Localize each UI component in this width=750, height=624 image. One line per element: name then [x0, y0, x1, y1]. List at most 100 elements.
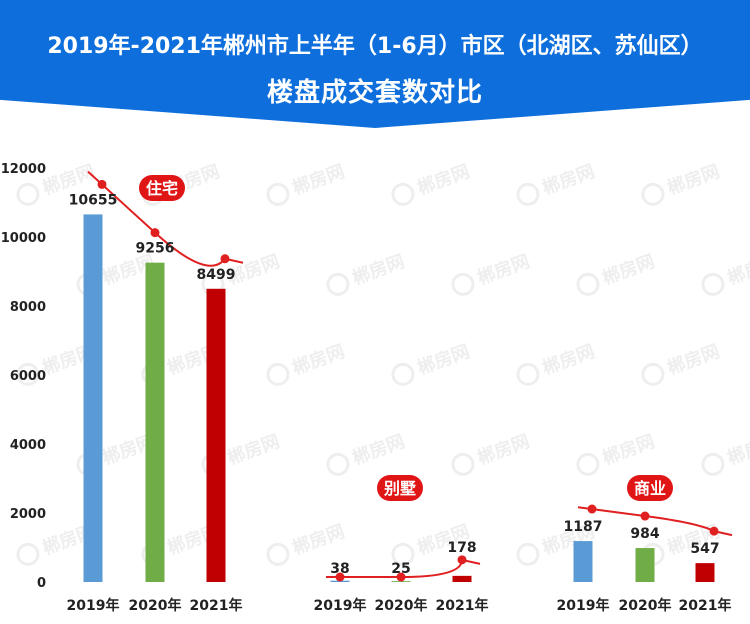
watermark-text: 郴房网 [599, 250, 657, 289]
watermark-text: 郴房网 [349, 430, 407, 469]
data-label-1-1: 25 [391, 561, 410, 577]
trend-marker-0-2 [220, 254, 230, 264]
watermark-15: 郴房网 [391, 340, 472, 386]
label-layer: 2019年 2020年 2021年 10655 9256 8499 住宅 2019年 2020年… [67, 175, 732, 614]
watermark-text: 郴房网 [349, 250, 407, 289]
group-tag-bg-2 [627, 475, 673, 501]
watermark-2: 郴房网 [266, 160, 347, 206]
bar-0-2 [206, 288, 226, 582]
y-tick-label-0: 0 [37, 576, 46, 591]
watermark-text: 郴房网 [724, 430, 750, 469]
y-tick-label-5: 10000 [1, 231, 46, 246]
chart-title-line2: 楼盘成交套数对比 [266, 78, 483, 108]
group-tag-bg-0 [139, 175, 185, 201]
watermark-logo-icon [326, 272, 350, 296]
watermark-logo-icon [16, 362, 40, 386]
watermark-text: 郴房网 [414, 160, 472, 199]
x-tick-label-2-1: 2020年 [619, 597, 672, 614]
watermark-logo-icon [266, 542, 290, 566]
bar-0-1 [145, 262, 165, 582]
chart-title-line1: 2019年-2021年郴州市上半年（1-6月）市区（北湖区、苏仙区） [47, 34, 703, 59]
bar-2-1 [635, 548, 655, 582]
trend-marker-2-2 [709, 526, 719, 536]
watermark-23: 郴房网 [701, 430, 750, 476]
watermark-logo-icon [641, 182, 665, 206]
watermark-logo-icon [516, 182, 540, 206]
x-tick-label-2-2: 2021年 [679, 597, 732, 614]
group-tag-1: 别墅 [383, 479, 416, 498]
watermark-logo-icon [326, 452, 350, 476]
watermark-22: 郴房网 [576, 430, 657, 476]
watermark-11: 郴房网 [701, 250, 750, 296]
data-label-2-2: 547 [690, 541, 719, 557]
watermark-logo-icon [391, 362, 415, 386]
bar-1-1 [391, 581, 411, 582]
watermark-text: 郴房网 [224, 430, 282, 469]
x-tick-label-0-2: 2021年 [190, 597, 243, 614]
watermark-text: 郴房网 [664, 160, 722, 199]
watermark-logo-icon [516, 362, 540, 386]
bar-1-2 [452, 575, 472, 582]
bar-2-0 [573, 541, 593, 582]
watermark-text: 郴房网 [599, 430, 657, 469]
bar-2-2 [695, 563, 715, 582]
watermark-17: 郴房网 [641, 340, 722, 386]
watermark-text: 郴房网 [724, 250, 750, 289]
trend-marker-1-2 [457, 555, 467, 565]
bar-0-0 [83, 214, 103, 582]
watermark-logo-icon [16, 542, 40, 566]
watermark-text: 郴房网 [539, 340, 597, 379]
watermark-logo-icon [576, 452, 600, 476]
x-tick-label-2-0: 2019年 [557, 597, 610, 614]
watermark-5: 郴房网 [641, 160, 722, 206]
trend-marker-2-1 [640, 511, 650, 521]
x-tick-label-0-1: 2020年 [129, 597, 182, 614]
watermark-9: 郴房网 [451, 250, 532, 296]
watermark-logo-icon [701, 272, 725, 296]
group-tag-bg-1 [377, 475, 423, 501]
watermark-10: 郴房网 [576, 250, 657, 296]
x-tick-label-0-0: 2019年 [67, 597, 120, 614]
watermark-logo-icon [266, 362, 290, 386]
trend-marker-1-0 [335, 572, 345, 582]
watermark-logo-icon [451, 452, 475, 476]
watermark-logo-icon [16, 182, 40, 206]
data-label-1-0: 38 [330, 561, 349, 577]
watermark-text: 郴房网 [414, 340, 472, 379]
x-tick-label-1-0: 2019年 [314, 597, 367, 614]
x-tick-label-1-2: 2021年 [436, 597, 489, 614]
trend-layer [87, 170, 733, 582]
group-tag-2: 商业 [634, 479, 666, 498]
y-tick-label-3: 6000 [10, 369, 46, 384]
y-tick-label-2: 4000 [10, 438, 46, 453]
watermark-text: 郴房网 [474, 250, 532, 289]
watermark-logo-icon [266, 182, 290, 206]
watermark-logo-icon [516, 542, 540, 566]
watermark-text: 郴房网 [289, 160, 347, 199]
watermark-14: 郴房网 [266, 340, 347, 386]
watermark-logo-icon [391, 542, 415, 566]
watermark-logo-icon [701, 452, 725, 476]
watermark-text: 郴房网 [289, 340, 347, 379]
trend-marker-0-1 [150, 228, 160, 238]
group-tag-0: 住宅 [146, 179, 178, 198]
y-axis-ticks: 0 2000 4000 6000 8000 10000 12000 [1, 162, 46, 591]
y-tick-label-6: 12000 [1, 162, 46, 177]
bar-layer [83, 214, 715, 582]
watermark-logo-icon [576, 272, 600, 296]
watermark-logo-icon [451, 272, 475, 296]
title-banner [0, 0, 750, 128]
watermark-logo-icon [641, 362, 665, 386]
watermark-4: 郴房网 [516, 160, 597, 206]
watermark-21: 郴房网 [451, 430, 532, 476]
trend-marker-0-0 [97, 179, 107, 189]
watermark-text: 郴房网 [664, 340, 722, 379]
data-label-1-2: 178 [447, 540, 476, 556]
watermark-text: 郴房网 [289, 520, 347, 559]
watermark-20: 郴房网 [326, 430, 407, 476]
watermark-text: 郴房网 [539, 160, 597, 199]
x-tick-label-1-1: 2020年 [375, 597, 428, 614]
watermark-8: 郴房网 [326, 250, 407, 296]
watermark-text: 郴房网 [474, 430, 532, 469]
